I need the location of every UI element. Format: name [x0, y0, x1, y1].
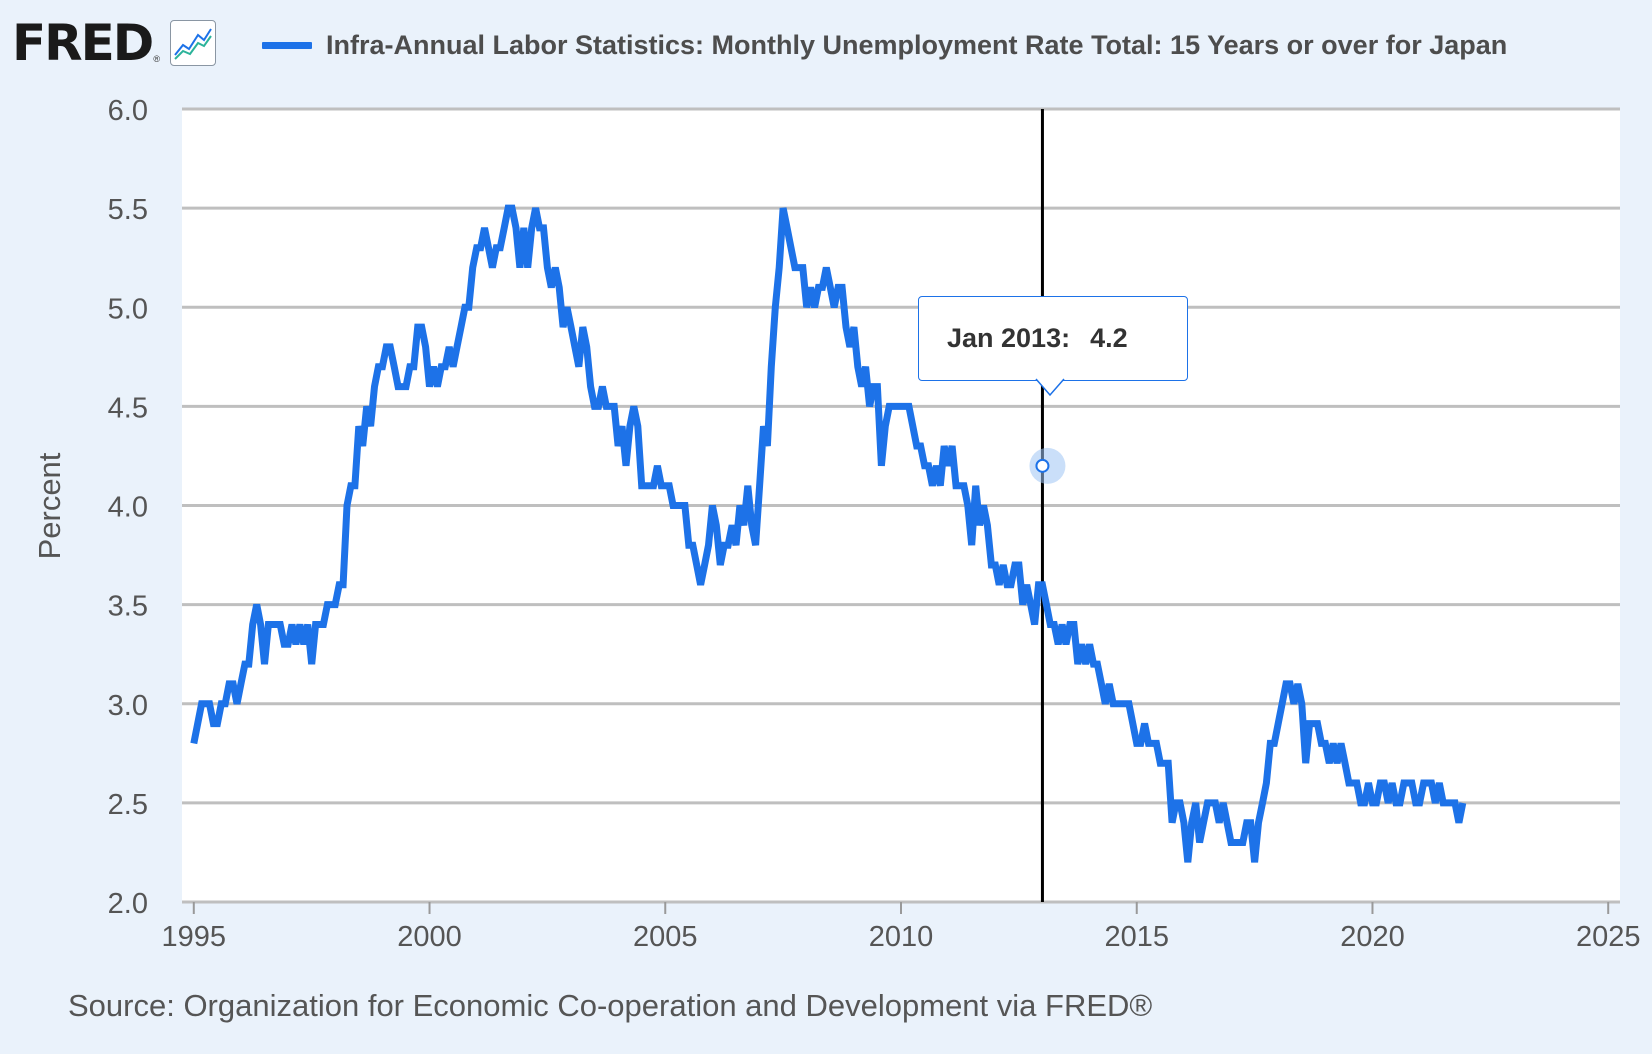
y-axis-label: Percent [32, 452, 67, 559]
fred-logo[interactable]: FRED ® [12, 18, 216, 68]
line-chart-icon [169, 20, 216, 66]
y-axis-ticks: 2.0 2.5 3.0 3.5 4.0 4.5 5.0 5.5 6.0 [108, 95, 148, 920]
legend-swatch [262, 42, 312, 49]
y-tick-label: 2.5 [108, 789, 148, 821]
y-tick-label: 4.5 [108, 392, 148, 424]
x-tick-label: 2005 [633, 921, 698, 953]
x-tick-label: 2015 [1104, 921, 1169, 953]
x-axis-ticks: 1995 2000 2005 2010 2015 2020 2025 [162, 902, 1641, 953]
x-tick-label: 2010 [869, 921, 934, 953]
y-tick-label: 5.5 [108, 194, 148, 226]
tooltip-pointer [1035, 378, 1065, 397]
tooltip-value: 4.2 [1090, 323, 1128, 353]
y-tick-label: 2.0 [108, 888, 148, 920]
registered-mark: ® [153, 54, 160, 64]
y-tick-label: 3.5 [108, 591, 148, 623]
series-line [190, 204, 1467, 863]
x-tick-label: 1995 [162, 921, 227, 953]
legend-label: Infra-Annual Labor Statistics: Monthly U… [326, 30, 1508, 60]
source-note: Source: Organization for Economic Co-ope… [68, 988, 1153, 1023]
y-tick-label: 3.0 [108, 690, 148, 722]
y-tick-label: 5.0 [108, 293, 148, 325]
x-tick-label: 2025 [1576, 921, 1641, 953]
hover-point[interactable] [1035, 458, 1050, 473]
logo-text: FRED [12, 14, 154, 72]
tooltip-date: Jan 2013: [947, 323, 1071, 353]
y-tick-label: 6.0 [108, 95, 148, 127]
y-tick-label: 4.0 [108, 492, 148, 524]
x-tick-label: 2020 [1340, 921, 1405, 953]
tooltip: Jan 2013: 4.2 [918, 296, 1188, 381]
chart-legend: Infra-Annual Labor Statistics: Monthly U… [262, 30, 1507, 61]
x-tick-label: 2000 [397, 921, 462, 953]
